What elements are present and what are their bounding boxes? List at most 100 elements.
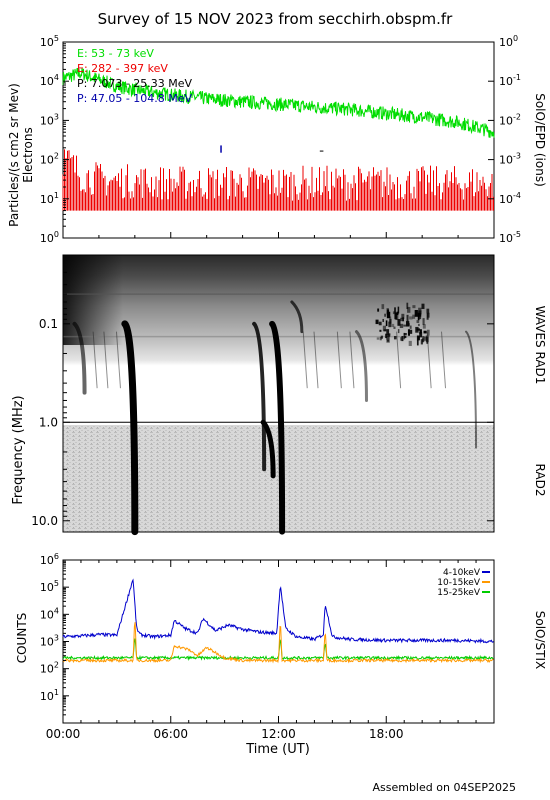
type3-cluster-dot <box>403 335 407 339</box>
waves-bursts <box>63 293 494 536</box>
type3-cluster-dot <box>386 335 390 340</box>
type3-cluster-dot <box>386 311 391 319</box>
type3-cluster-dot <box>401 336 404 342</box>
type3-cluster-dot <box>392 311 396 315</box>
type3-cluster-dot <box>385 320 388 327</box>
waves-ytick-label: 10.0 <box>31 514 58 528</box>
type3-cluster-dot <box>397 329 400 334</box>
type3-cluster-dot <box>386 339 390 342</box>
epd-ytick-label-left: 100 <box>40 230 59 245</box>
waves-panel: 0.1 1.0 10.0 Frequency (MHz) WAVES RAD1 RA… <box>11 254 547 536</box>
type3-cluster-dot <box>378 321 382 326</box>
stix-xtick-label: 18:00 <box>369 727 404 741</box>
type3-cluster-dot <box>422 318 425 325</box>
type3-cluster-dot <box>382 325 387 332</box>
faint-burst <box>396 331 402 389</box>
type3-cluster-dot <box>386 336 390 343</box>
type3-cluster-dot <box>403 324 406 327</box>
faint-burst <box>336 331 342 389</box>
epd-ytick-label-right: 10-3 <box>499 152 521 167</box>
stix-axes: 101 102 103 104 105 106 00:00 06:00 12:00 18:00 <box>40 552 495 741</box>
figure-title: Survey of 15 NOV 2023 from secchirh.obsp… <box>98 10 454 28</box>
type3-cluster-dot <box>397 319 401 326</box>
stix-legend-label: 10-15keV <box>437 578 481 588</box>
type3-cluster-dot <box>415 326 419 333</box>
type3-cluster-dot <box>419 332 423 338</box>
stix-ytick-label: 102 <box>40 661 59 676</box>
type3-cluster-dot <box>416 320 420 324</box>
epd-panel: 100 101 102 103 104 105 10-5 10-4 10-3 10-2 10-1 10… <box>7 34 547 245</box>
type3-cluster-dot <box>427 312 430 318</box>
type3-cluster-dot <box>416 339 419 346</box>
stix-legend-label: 4-10keV <box>443 568 481 578</box>
stix-ytick-label: 105 <box>40 579 59 594</box>
epd-legend-item: P: 47.05 - 104.8 MeV <box>77 92 193 105</box>
faint-burst <box>302 331 308 389</box>
stix-xtick-label: 00:00 <box>46 727 81 741</box>
faint-burst <box>441 331 447 389</box>
type3-cluster-dot <box>417 313 420 321</box>
type3-cluster-dot <box>388 321 392 328</box>
faint-burst <box>115 331 121 389</box>
type3-cluster-dot <box>376 337 380 340</box>
type3-cluster-dot <box>379 336 382 341</box>
type3-cluster-dot <box>395 313 399 321</box>
type3-cluster-dot <box>391 323 395 328</box>
type3-cluster-dot <box>382 318 384 322</box>
waves-frame <box>62 254 495 533</box>
waves-ytick-label: 0.1 <box>39 317 58 331</box>
type3-cluster-dot <box>384 313 387 317</box>
stix-frame <box>62 559 495 724</box>
type3-cluster-dot <box>381 304 385 310</box>
type3-cluster-dot <box>393 336 397 340</box>
type3-cluster-dot <box>422 336 425 342</box>
radio-burst <box>290 300 304 334</box>
epd-ylabel-sub: Electrons <box>21 127 35 182</box>
epd-right-label: SolO/EPD (ions) <box>533 93 547 187</box>
stix-series-4-10kev <box>62 578 494 644</box>
stix-legend-label: 15-25keV <box>437 588 481 598</box>
radio-burst <box>465 330 478 449</box>
faint-burst <box>426 331 432 389</box>
type3-cluster-dot <box>408 340 412 346</box>
radio-burst <box>72 321 87 395</box>
type3-cluster-dot <box>409 325 412 329</box>
epd-axes: 100 101 102 103 104 105 10-5 10-4 10-3 10-2 10-1 10… <box>40 34 521 245</box>
type3-cluster-dot <box>375 319 379 325</box>
epd-ytick-label-right: 10-1 <box>499 73 521 88</box>
stix-xtick-label: 12:00 <box>261 727 296 741</box>
waves-axes: 0.1 1.0 10.0 <box>31 271 494 528</box>
stix-xlabel: Time (UT) <box>245 742 310 757</box>
type3-cluster-dot <box>407 329 411 336</box>
type3-cluster-dot <box>389 316 392 322</box>
type3-cluster-dot <box>402 317 404 322</box>
type3-cluster-dot <box>385 333 387 339</box>
stix-series-10-15kev <box>62 622 494 664</box>
radio-burst <box>260 419 276 479</box>
early-burst-shade <box>63 255 123 345</box>
type3-cluster-dot <box>426 329 430 336</box>
type3-cluster-dot <box>387 334 391 337</box>
type3-cluster-dot <box>408 323 410 326</box>
stix-right-label: SolO/STIX <box>533 611 547 670</box>
type3-cluster-dot <box>397 306 400 314</box>
epd-ytick-label-left: 102 <box>40 152 59 167</box>
epd-legend-item: E: 53 - 73 keV <box>77 47 154 60</box>
faint-burst <box>349 331 355 389</box>
epd-legend-item: E: 282 - 397 keV <box>77 62 168 75</box>
type3-cluster-dot <box>418 313 422 320</box>
type3-cluster-dot <box>409 316 413 320</box>
type3-cluster-dot <box>421 303 425 309</box>
stix-ytick-label: 104 <box>40 606 59 621</box>
type3-cluster-dot <box>403 333 407 336</box>
type3-cluster-dot <box>379 329 382 332</box>
epd-plot-area <box>62 67 495 211</box>
epd-ytick-label-left: 103 <box>40 112 59 127</box>
type3-cluster-dot <box>406 314 409 322</box>
epd-legend-item: P: 7.073 - 25.33 MeV <box>77 77 193 90</box>
type3-cluster-dot <box>407 306 411 313</box>
epd-ytick-label-left: 104 <box>40 73 59 88</box>
type3-cluster-dot <box>423 330 427 334</box>
